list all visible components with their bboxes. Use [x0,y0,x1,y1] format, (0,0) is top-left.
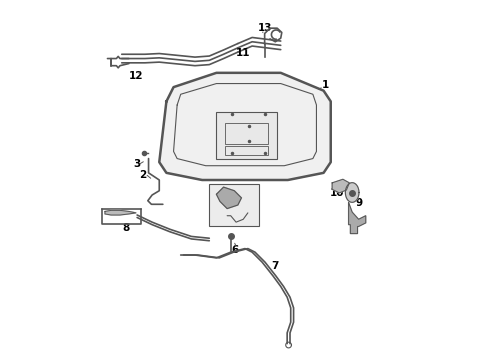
Text: 7: 7 [271,261,279,271]
Text: 2: 2 [140,170,147,180]
Polygon shape [332,179,349,193]
Polygon shape [159,73,331,180]
Polygon shape [105,210,136,215]
Ellipse shape [345,183,359,202]
Text: 6: 6 [231,245,239,255]
Text: 4: 4 [214,198,221,208]
Text: 5: 5 [249,212,256,222]
Polygon shape [217,187,242,208]
Text: 1: 1 [322,80,329,90]
FancyBboxPatch shape [209,184,259,226]
Text: 8: 8 [123,223,130,233]
Text: 10: 10 [330,188,344,198]
Text: 11: 11 [236,48,250,58]
Text: 12: 12 [129,71,143,81]
Polygon shape [348,203,366,234]
Text: 3: 3 [133,159,141,169]
Text: 9: 9 [356,198,363,208]
FancyBboxPatch shape [217,112,277,158]
Text: 13: 13 [257,23,272,33]
